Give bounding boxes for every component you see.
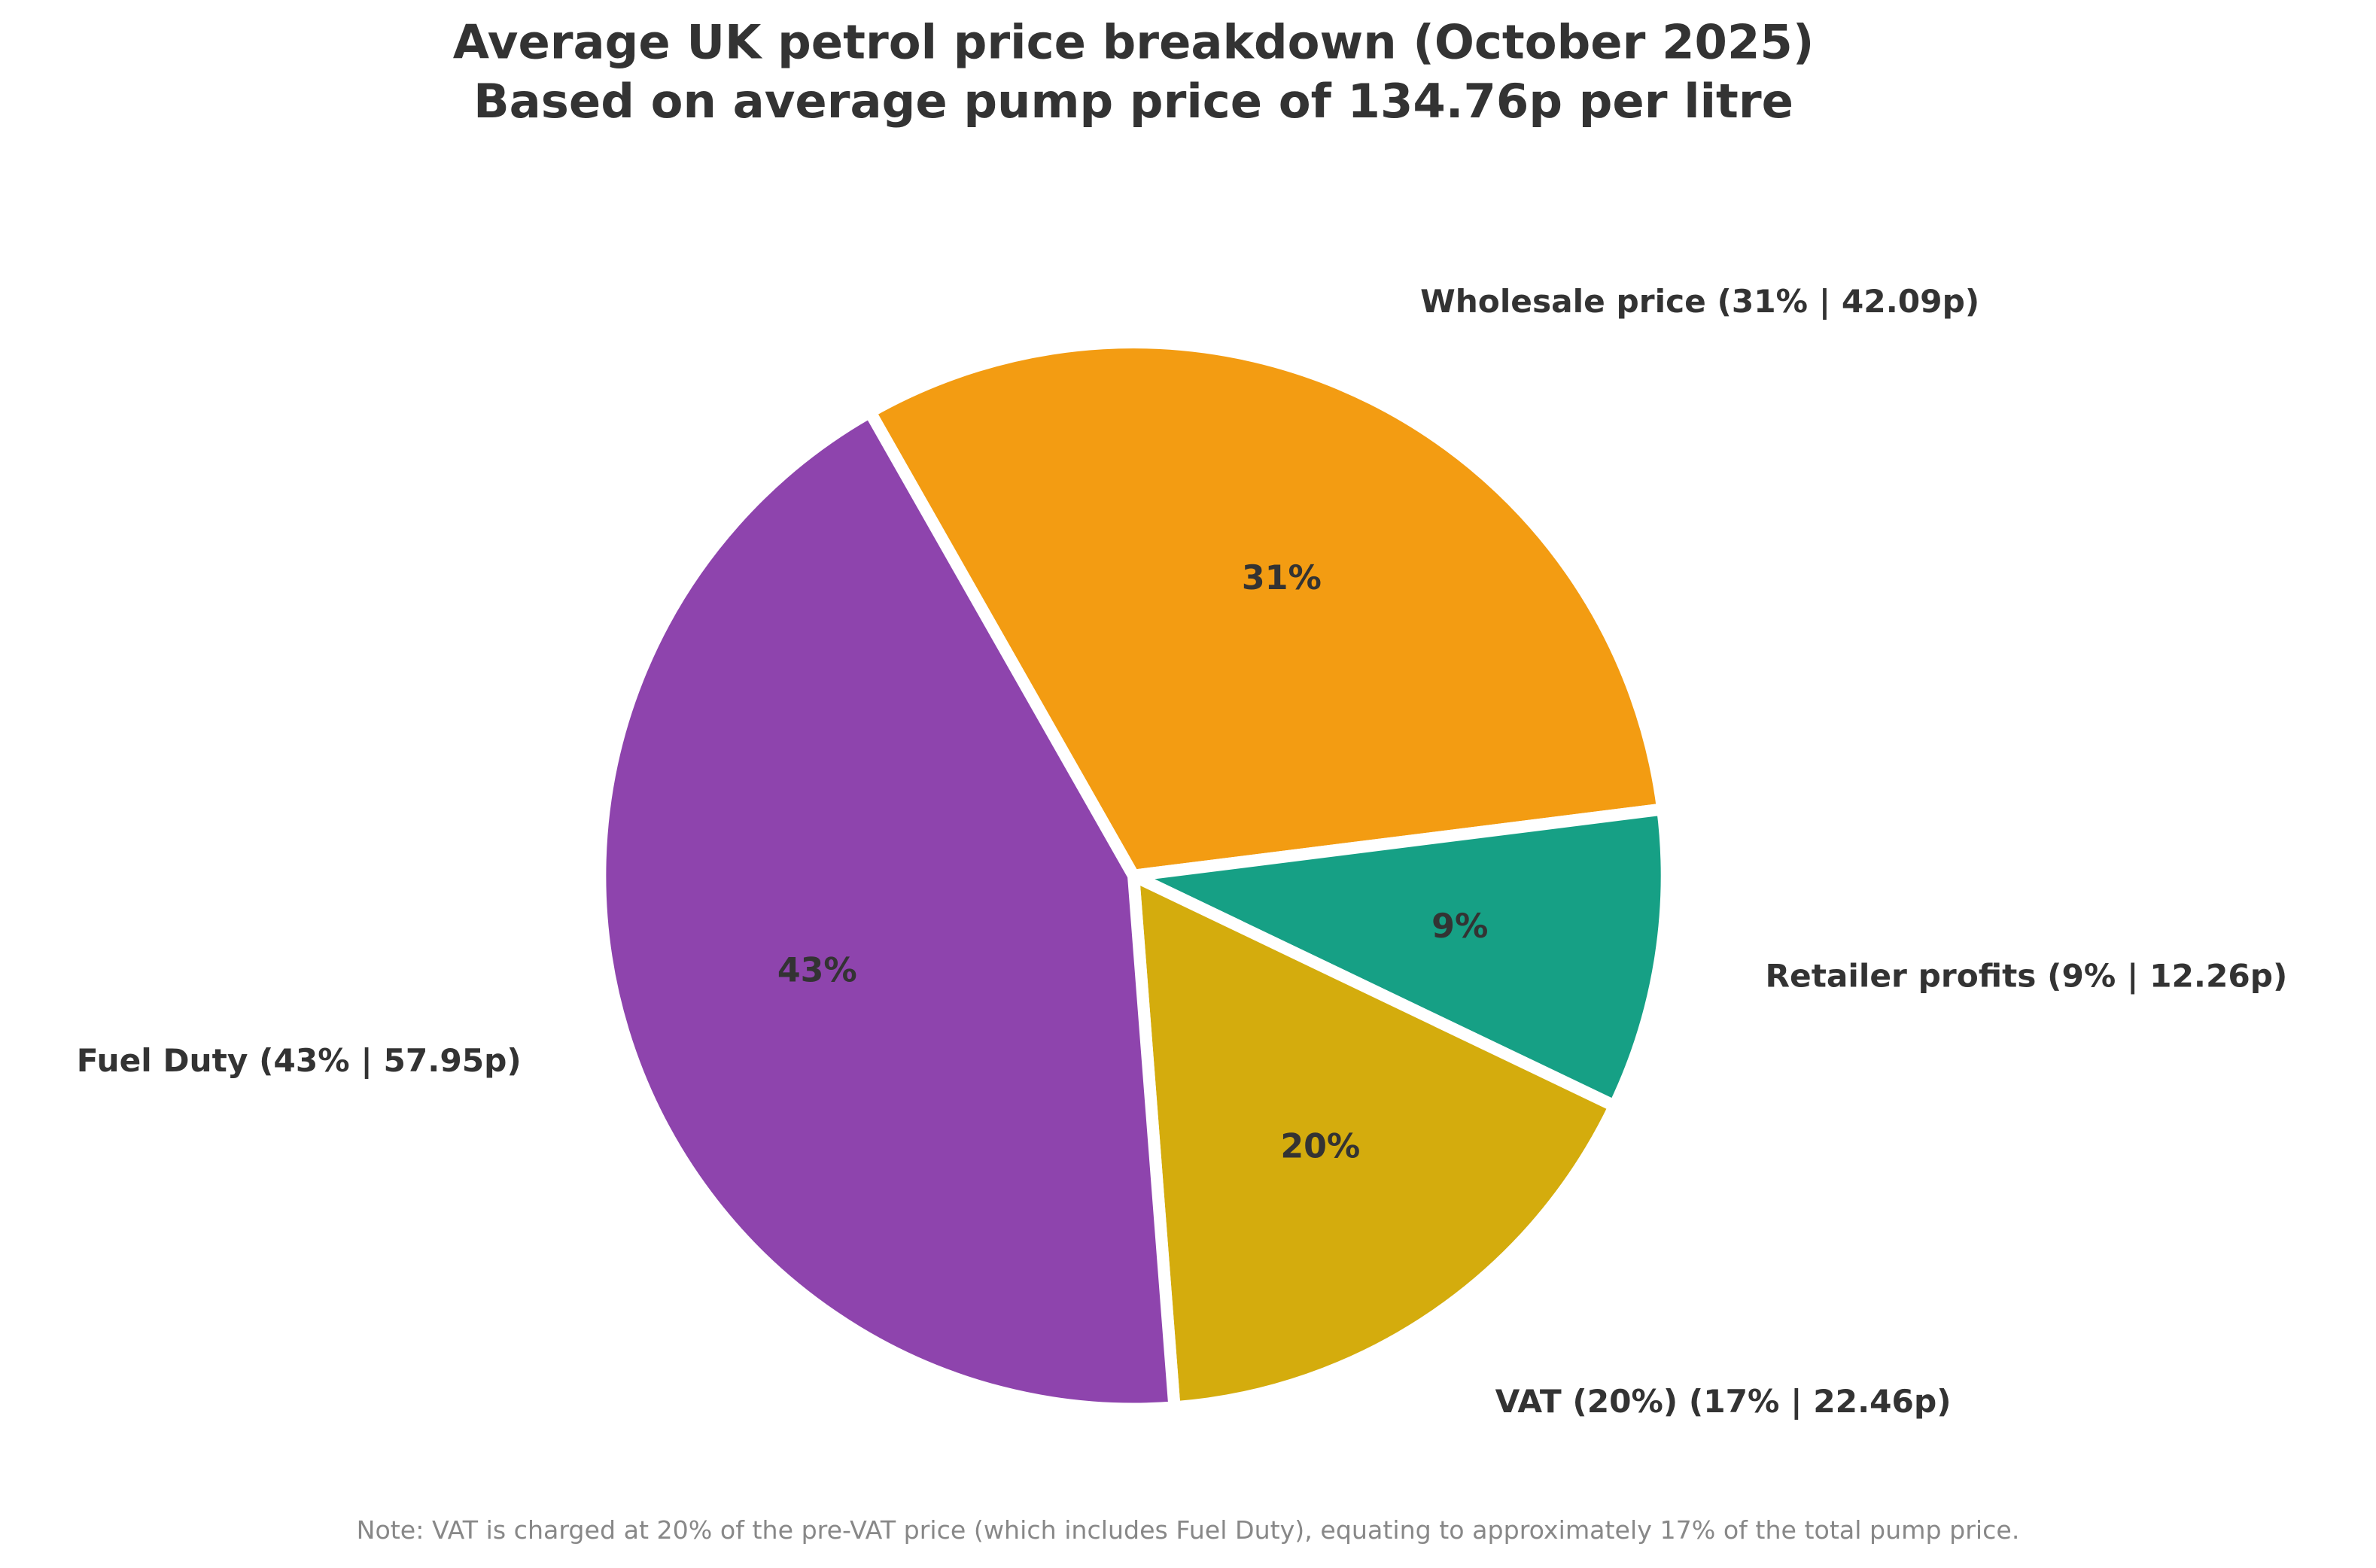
pie-slice <box>863 336 1669 882</box>
chart-subtitle: Based on average pump price of 134.76p p… <box>473 74 1793 129</box>
chart-title: Average UK petrol price breakdown (Octob… <box>453 15 1815 70</box>
slice-category-label: Retailer profits (9% | 12.26p) <box>1765 958 2287 995</box>
slice-category-label: Fuel Duty (43% | 57.95p) <box>77 1042 522 1079</box>
slice-category-label: Wholesale price (31% | 42.09p) <box>1420 283 1979 320</box>
slice-value-label: 9% <box>1431 907 1488 946</box>
pie-slice <box>594 406 1181 1415</box>
pie-slice <box>1127 803 1673 1112</box>
slice-value-label: 20% <box>1280 1127 1360 1165</box>
slice-category-label: VAT (20%) (17% | 22.46p) <box>1495 1383 1952 1420</box>
pie-slice <box>1127 869 1621 1414</box>
chart-note: Note: VAT is charged at 20% of the pre-V… <box>357 1515 2020 1545</box>
slice-value-label: 43% <box>777 951 857 989</box>
slice-value-label: 31% <box>1242 559 1322 597</box>
